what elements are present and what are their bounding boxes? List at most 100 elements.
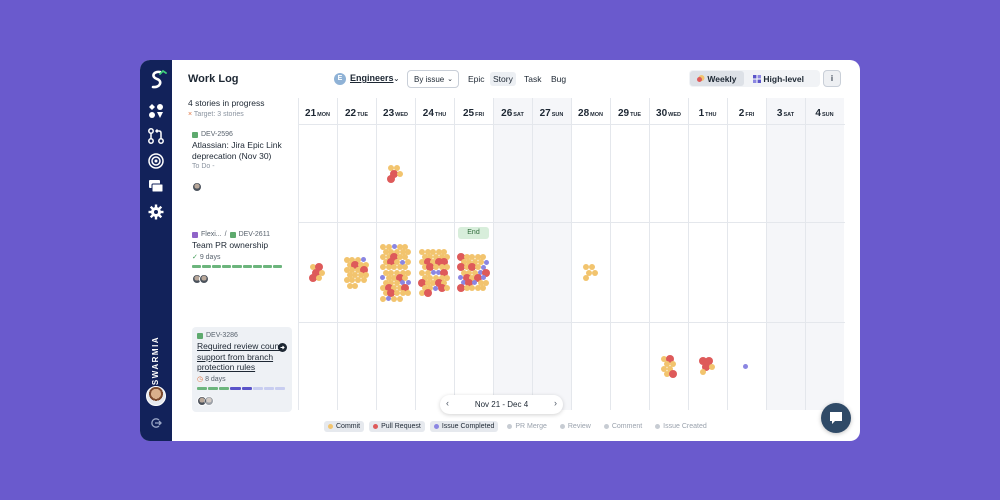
story-item[interactable]: Flexi... / DEV-2611 Team PR ownership ✓ …: [192, 231, 292, 284]
commit-dot[interactable]: [393, 259, 400, 266]
issue-completed-dot[interactable]: [461, 280, 467, 286]
commit-dot[interactable]: [444, 285, 451, 292]
pull-request-dot[interactable]: [423, 258, 432, 267]
commit-dot[interactable]: [405, 269, 412, 276]
commit-dot[interactable]: [396, 264, 403, 271]
commit-dot[interactable]: [583, 274, 590, 281]
commit-dot[interactable]: [385, 264, 392, 271]
tab-epic[interactable]: Epic: [468, 74, 485, 84]
issue-completed-dot[interactable]: [483, 259, 489, 265]
commit-dot[interactable]: [346, 272, 353, 279]
commit-dot[interactable]: [396, 295, 403, 302]
pull-requests-icon[interactable]: [147, 127, 165, 145]
commit-dot[interactable]: [402, 264, 409, 271]
commit-dot[interactable]: [391, 295, 398, 302]
issue-completed-dot[interactable]: [386, 296, 391, 301]
tab-bug[interactable]: Bug: [551, 74, 567, 84]
commit-dot[interactable]: [352, 282, 359, 289]
commit-dot[interactable]: [388, 279, 395, 286]
commit-dot[interactable]: [418, 259, 425, 266]
commit-dot[interactable]: [664, 371, 671, 378]
commit-dot[interactable]: [405, 290, 412, 297]
commit-dot[interactable]: [385, 274, 392, 281]
pull-request-dot[interactable]: [390, 169, 399, 178]
commit-dot[interactable]: [315, 274, 322, 281]
commit-dot[interactable]: [405, 259, 412, 266]
commit-dot[interactable]: [382, 279, 389, 286]
commit-dot[interactable]: [360, 277, 367, 284]
pull-request-dot[interactable]: [387, 174, 396, 183]
commit-dot[interactable]: [357, 272, 364, 279]
commit-dot[interactable]: [352, 272, 359, 279]
arrow-right-icon[interactable]: [278, 343, 287, 352]
legend-item[interactable]: Issue Created: [651, 421, 711, 432]
commit-dot[interactable]: [379, 264, 386, 271]
commit-dot[interactable]: [474, 285, 481, 292]
pull-request-dot[interactable]: [665, 354, 674, 363]
issue-completed-dot[interactable]: [742, 364, 748, 369]
commit-dot[interactable]: [393, 269, 400, 276]
issue-completed-dot[interactable]: [478, 270, 483, 275]
pull-request-dot[interactable]: [482, 268, 491, 277]
pull-request-dot[interactable]: [440, 258, 449, 267]
commit-dot[interactable]: [427, 253, 434, 260]
commit-dot[interactable]: [469, 253, 476, 260]
commit-dot[interactable]: [661, 355, 668, 362]
commit-dot[interactable]: [393, 248, 400, 255]
commit-dot[interactable]: [469, 274, 476, 281]
commit-dot[interactable]: [349, 256, 356, 263]
commit-dot[interactable]: [424, 248, 431, 255]
commit-dot[interactable]: [379, 285, 386, 292]
chat-button[interactable]: [821, 403, 851, 433]
commit-dot[interactable]: [463, 285, 470, 292]
commit-dot[interactable]: [438, 274, 445, 281]
issue-completed-dot[interactable]: [400, 280, 405, 286]
commit-dot[interactable]: [424, 269, 431, 276]
commit-dot[interactable]: [471, 259, 478, 266]
commit-dot[interactable]: [483, 279, 490, 286]
commit-dot[interactable]: [391, 264, 398, 271]
commit-dot[interactable]: [382, 290, 389, 297]
commit-dot[interactable]: [588, 264, 595, 271]
commit-dot[interactable]: [379, 253, 386, 260]
commit-dot[interactable]: [391, 274, 398, 281]
commit-dot[interactable]: [586, 269, 593, 276]
commit-dot[interactable]: [432, 253, 439, 260]
commit-dot[interactable]: [343, 277, 350, 284]
issue-completed-dot[interactable]: [436, 270, 442, 275]
commit-dot[interactable]: [396, 243, 403, 250]
commit-dot[interactable]: [363, 272, 370, 279]
commit-dot[interactable]: [402, 253, 409, 260]
commit-dot[interactable]: [354, 277, 361, 284]
pull-request-dot[interactable]: [437, 284, 446, 293]
issue-completed-dot[interactable]: [400, 259, 405, 265]
legend-item[interactable]: Review: [556, 421, 595, 432]
team-selector[interactable]: Engineers: [350, 73, 394, 83]
pull-request-dot[interactable]: [465, 278, 474, 287]
commit-dot[interactable]: [474, 253, 481, 260]
commit-dot[interactable]: [310, 264, 317, 271]
legend-item[interactable]: Commit: [324, 420, 365, 432]
issue-completed-dot[interactable]: [480, 264, 486, 270]
commit-dot[interactable]: [441, 248, 448, 255]
commit-dot[interactable]: [700, 368, 707, 375]
issue-completed-dot[interactable]: [430, 270, 436, 275]
pull-request-dot[interactable]: [434, 258, 443, 267]
tab-story[interactable]: Story: [490, 72, 516, 86]
commit-dot[interactable]: [666, 366, 673, 373]
pull-request-dot[interactable]: [312, 268, 321, 277]
commit-dot[interactable]: [393, 290, 400, 297]
commit-dot[interactable]: [388, 248, 395, 255]
commit-dot[interactable]: [379, 243, 386, 250]
pull-request-dot[interactable]: [387, 258, 396, 267]
commit-dot[interactable]: [385, 243, 392, 250]
commit-dot[interactable]: [441, 279, 448, 286]
commit-dot[interactable]: [444, 264, 451, 271]
tab-task[interactable]: Task: [524, 74, 542, 84]
pull-request-dot[interactable]: [702, 362, 711, 371]
commit-dot[interactable]: [402, 274, 409, 281]
chevron-down-icon[interactable]: ⌄: [393, 74, 400, 83]
commit-dot[interactable]: [591, 269, 598, 276]
commit-dot[interactable]: [346, 282, 353, 289]
commit-dot[interactable]: [427, 274, 434, 281]
